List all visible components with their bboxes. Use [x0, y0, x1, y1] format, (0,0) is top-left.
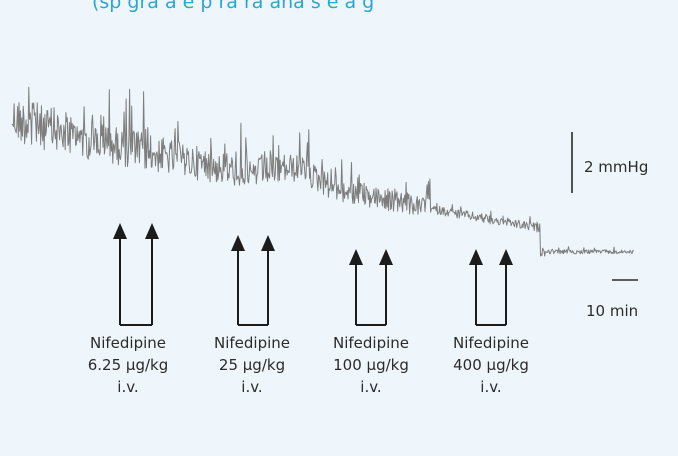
dose-marker-2: Nifedipine 25 μg/kg i.v.	[214, 235, 290, 396]
dose-amount-2: 25 μg/kg	[219, 356, 285, 374]
dose-amount-3: 100 μg/kg	[333, 356, 409, 374]
header-strip: (sp gra a e p ra ra ana s e a g	[0, 0, 678, 14]
dose-arrow-1	[119, 238, 153, 326]
arrowhead-4a	[469, 249, 483, 265]
arrowhead-4b	[499, 249, 513, 265]
dose-arrow-3	[355, 264, 387, 326]
arrowhead-2b	[261, 235, 275, 251]
pressure-scale-label: 2 mmHg	[584, 158, 648, 176]
dose-arrow-4	[475, 264, 507, 326]
dose-drug-3: Nifedipine	[333, 334, 409, 352]
dose-marker-4: Nifedipine 400 μg/kg i.v.	[453, 249, 529, 396]
dose-amount-4: 400 μg/kg	[453, 356, 529, 374]
arrowhead-1a	[113, 223, 127, 239]
arrowhead-3a	[349, 249, 363, 265]
dose-marker-1: Nifedipine 6.25 μg/kg i.v.	[88, 223, 169, 396]
dose-arrow-2	[237, 250, 269, 326]
dose-route-3: i.v.	[360, 378, 381, 396]
dose-drug-4: Nifedipine	[453, 334, 529, 352]
header-title-fragment: (sp gra a e p ra ra ana s e a g	[92, 0, 375, 13]
dose-drug-1: Nifedipine	[90, 334, 166, 352]
dose-route-2: i.v.	[241, 378, 262, 396]
arrowhead-1b	[145, 223, 159, 239]
arrowhead-2a	[231, 235, 245, 251]
dose-route-1: i.v.	[117, 378, 138, 396]
dose-route-4: i.v.	[480, 378, 501, 396]
dose-marker-3: Nifedipine 100 μg/kg i.v.	[333, 249, 409, 396]
arrowhead-3b	[379, 249, 393, 265]
time-scale-label: 10 min	[586, 302, 638, 320]
pressure-trace-line	[11, 86, 634, 257]
dose-drug-2: Nifedipine	[214, 334, 290, 352]
dose-amount-1: 6.25 μg/kg	[88, 356, 169, 374]
